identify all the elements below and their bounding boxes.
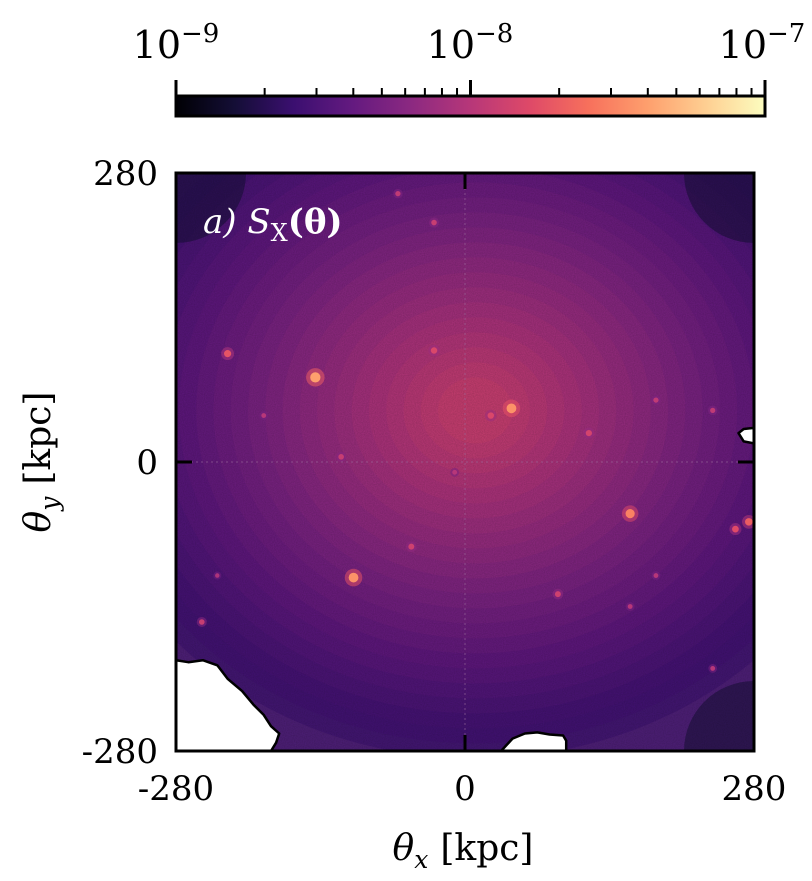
point-source	[215, 573, 220, 578]
point-source	[261, 413, 267, 418]
x-tick-label-1: -280	[138, 769, 214, 809]
colorbar-tick-label-2: 10−8	[427, 19, 514, 67]
colorbar-tick-label-1: 10−9	[133, 19, 220, 67]
point-source	[348, 572, 359, 583]
colorbar-tick-label-3: 10−7	[719, 19, 806, 67]
point-source	[710, 665, 716, 671]
y-tick-label-1: -280	[82, 732, 158, 772]
colorbar-gradient	[174, 94, 767, 118]
masked-region	[737, 426, 754, 445]
colorbar: 10−9 10−8 10−7	[133, 19, 806, 118]
masked-region	[499, 731, 568, 751]
point-sources	[196, 188, 754, 673]
point-source	[408, 543, 415, 550]
point-source	[431, 219, 437, 226]
point-source	[338, 454, 344, 460]
panel-label: a) SX(θ)	[203, 202, 343, 247]
x-tick-label-2: 0	[454, 769, 476, 809]
point-source	[745, 518, 753, 526]
masked-regions	[176, 426, 754, 751]
point-source	[310, 372, 321, 383]
point-source	[506, 403, 517, 414]
point-source	[554, 591, 561, 598]
point-source	[732, 525, 739, 533]
point-source	[625, 509, 635, 519]
point-source	[224, 350, 232, 358]
point-source	[199, 619, 205, 625]
x-tick-label-3: 280	[722, 769, 787, 809]
point-source	[585, 430, 592, 437]
point-source	[653, 397, 659, 403]
point-source	[430, 347, 438, 354]
point-source	[710, 407, 716, 414]
point-source	[452, 469, 458, 475]
y-tick-label-2: 0	[136, 443, 158, 483]
x-axis-label: θx [kpc]	[393, 828, 534, 874]
y-tick-label-3: 280	[93, 154, 158, 194]
y-axis-label: θy[kpc]	[18, 392, 64, 533]
point-source	[627, 604, 633, 609]
point-source	[395, 191, 401, 197]
heatmap-panel: a) SX(θ)	[174, 171, 756, 753]
point-source	[487, 412, 495, 419]
colorbar-ticks	[174, 80, 767, 96]
axis-ticks	[176, 173, 754, 751]
point-source	[653, 573, 659, 578]
